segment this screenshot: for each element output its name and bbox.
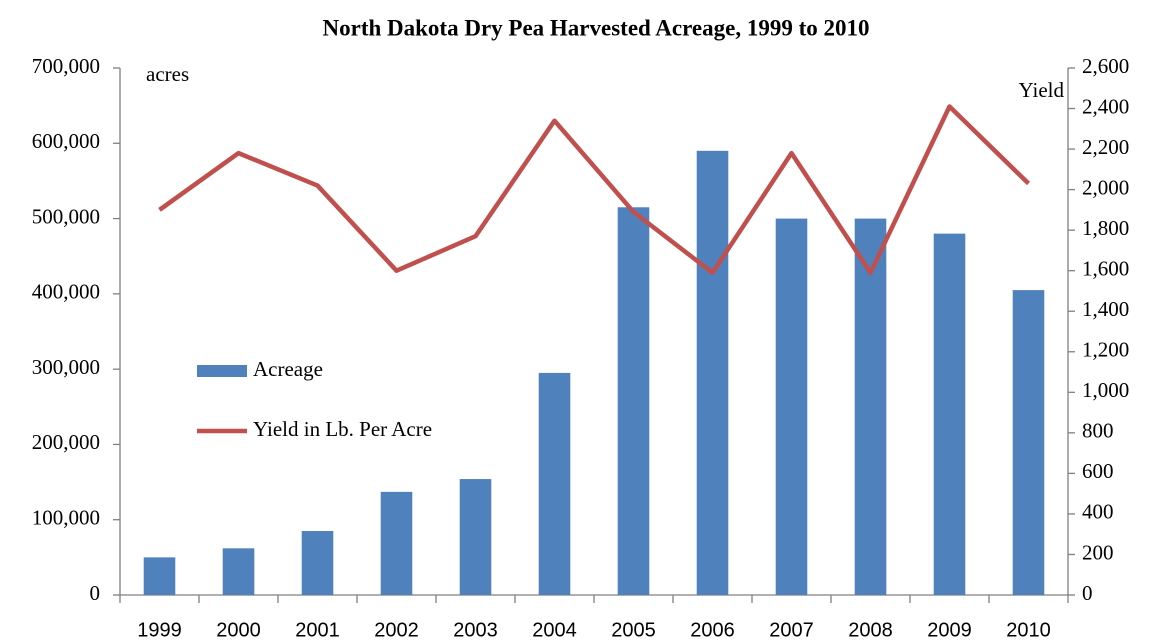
legend-label: Acreage — [253, 357, 323, 381]
bar — [301, 531, 334, 595]
bar — [1012, 290, 1045, 595]
y2-tick-label: 1,200 — [1082, 338, 1129, 362]
x-tick-label: 2009 — [927, 619, 972, 641]
y2-tick-label: 2,000 — [1082, 175, 1129, 199]
y2-tick-label: 2,600 — [1082, 54, 1129, 78]
x-tick-label: 2007 — [769, 619, 814, 641]
y-tick-label: 600,000 — [32, 129, 100, 153]
y-tick-label: 0 — [90, 581, 101, 605]
y-tick-label: 100,000 — [32, 506, 100, 530]
bar — [459, 479, 492, 595]
y2-tick-label: 2,400 — [1082, 94, 1129, 118]
y2-tick-label: 1,800 — [1082, 216, 1129, 240]
x-tick-label: 2003 — [453, 619, 498, 641]
x-tick-label: 2004 — [532, 619, 577, 641]
y2-tick-label: 600 — [1082, 459, 1114, 483]
annotation: acres — [146, 62, 189, 86]
x-tick-label: 2008 — [848, 619, 893, 641]
x-tick-label: 2006 — [690, 619, 735, 641]
y2-tick-label: 1,000 — [1082, 378, 1129, 402]
x-tick-label: 2002 — [374, 619, 419, 641]
bar — [696, 150, 729, 596]
y2-tick-label: 1,400 — [1082, 297, 1129, 321]
chart-title: North Dakota Dry Pea Harvested Acreage, … — [323, 15, 870, 40]
bar — [854, 218, 887, 596]
legend-label: Yield in Lb. Per Acre — [253, 417, 432, 441]
bar — [933, 233, 966, 595]
bar — [380, 491, 413, 595]
y2-tick-label: 2,200 — [1082, 135, 1129, 159]
line — [158, 104, 1031, 275]
x-tick-label: 2000 — [216, 619, 261, 641]
bar — [617, 207, 650, 595]
y2-tick-label: 200 — [1082, 540, 1114, 564]
bar — [143, 557, 176, 595]
y2-tick-label: 0 — [1082, 581, 1093, 605]
x-tick-label: 2005 — [611, 619, 656, 641]
legend-swatch — [197, 365, 247, 377]
y-tick-label: 700,000 — [32, 54, 100, 78]
x-tick-label: 2010 — [1006, 619, 1051, 641]
y2-tick-label: 400 — [1082, 500, 1114, 524]
bar — [222, 548, 255, 595]
y2-tick-label: 1,600 — [1082, 257, 1129, 281]
y-tick-label: 200,000 — [32, 430, 100, 454]
y-tick-label: 500,000 — [32, 204, 100, 228]
y-tick-label: 300,000 — [32, 355, 100, 379]
annotation: Yield — [1019, 78, 1065, 102]
y2-tick-label: 800 — [1082, 419, 1114, 443]
x-tick-label: 2001 — [295, 619, 340, 641]
x-tick-label: 1999 — [137, 619, 182, 641]
y-tick-label: 400,000 — [32, 280, 100, 304]
bar — [775, 218, 808, 596]
bar — [538, 372, 571, 595]
